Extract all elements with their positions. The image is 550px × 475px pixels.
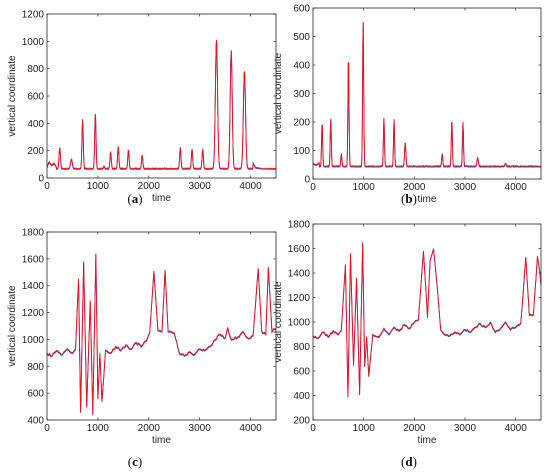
plot-frame — [46, 231, 277, 421]
x-tick-label: 1000 — [87, 423, 110, 434]
y-tick-label: 300 — [293, 89, 310, 100]
series-line-red — [47, 39, 276, 170]
y-tick-label: 500 — [293, 32, 310, 43]
y-tick-label: 0 — [304, 175, 310, 186]
x-tick-label: 4000 — [239, 181, 262, 192]
y-axis-label: vertical coordinate — [7, 55, 18, 137]
y-tick-label: 0 — [38, 174, 44, 185]
panel-label: (b) — [401, 191, 417, 206]
series-line-red — [313, 21, 541, 167]
y-tick-label: 1200 — [22, 308, 45, 319]
y-tick-label: 600 — [293, 367, 310, 378]
series-line-blue — [313, 22, 541, 168]
y-tick-label: 600 — [293, 4, 310, 15]
y-tick-label: 1000 — [22, 335, 45, 346]
x-tick-label: 0 — [310, 423, 316, 434]
x-tick-label: 2000 — [138, 423, 161, 434]
x-tick-label: 0 — [44, 181, 50, 192]
y-tick-label: 1000 — [22, 37, 45, 48]
chart-panel-d: 0 1000 2000 3000 4000 200 400 600 800 1000 1200 140… — [273, 220, 542, 469]
x-tick-label: 1000 — [87, 181, 110, 192]
x-tick-label: 0 — [310, 182, 316, 193]
y-tick-label: 1800 — [22, 228, 45, 239]
x-tick-label: 1000 — [353, 182, 376, 193]
y-tick-label: 1400 — [288, 269, 311, 280]
series-line-blue — [47, 40, 276, 170]
chart-panel-a: 0 1000 2000 3000 4000 0 200 400 600 800 1000 1200 ti… — [7, 10, 277, 206]
x-tick-label: 2000 — [403, 423, 426, 434]
x-tick-label: 4000 — [239, 423, 262, 434]
y-axis-label: vertical coordinate — [7, 285, 18, 367]
x-axis-label: time — [152, 193, 171, 204]
y-tick-label: 600 — [27, 92, 44, 103]
x-tick-label: 1000 — [353, 423, 376, 434]
plot-frame — [312, 223, 542, 421]
y-tick-label: 200 — [293, 416, 310, 427]
chart-panel-b: 0 1000 2000 3000 4000 0 100 200 300 400 500 600 time… — [273, 4, 542, 206]
y-tick-label: 100 — [293, 146, 310, 157]
y-tick-label: 400 — [27, 119, 44, 130]
x-axis-label: time — [418, 435, 437, 446]
y-tick-label: 200 — [293, 118, 310, 129]
series-line-red — [313, 242, 541, 397]
x-tick-label: 3000 — [189, 423, 212, 434]
y-tick-label: 1200 — [22, 10, 45, 21]
x-tick-label: 3000 — [454, 182, 477, 193]
y-tick-label: 1600 — [22, 254, 45, 265]
y-tick-label: 400 — [293, 391, 310, 402]
x-tick-label: 2000 — [403, 182, 426, 193]
x-tick-label: 2000 — [138, 181, 161, 192]
y-tick-label: 1400 — [22, 281, 45, 292]
x-tick-label: 0 — [44, 423, 50, 434]
y-tick-label: 1800 — [288, 220, 311, 231]
y-tick-label: 400 — [293, 61, 310, 72]
y-axis-label: vertical coordinate — [273, 52, 284, 134]
y-tick-label: 1200 — [288, 293, 311, 304]
y-tick-label: 800 — [27, 362, 44, 373]
y-axis-label: vertical coordinate — [273, 281, 284, 363]
x-tick-label: 4000 — [505, 182, 528, 193]
y-tick-label: 400 — [27, 416, 44, 427]
x-axis-label: time — [152, 435, 171, 446]
y-tick-label: 200 — [27, 146, 44, 157]
y-tick-label: 800 — [27, 64, 44, 75]
x-axis-label: time — [418, 194, 437, 205]
panel-label: (d) — [401, 454, 417, 469]
panel-label: (c) — [128, 454, 142, 469]
chart-panel-c: 0 1000 2000 3000 4000 400 600 800 1000 1200 1400 16… — [7, 228, 277, 469]
x-tick-label: 3000 — [454, 423, 477, 434]
x-tick-label: 4000 — [505, 423, 528, 434]
series-line-red — [47, 253, 276, 415]
y-tick-label: 800 — [293, 342, 310, 353]
x-tick-label: 3000 — [189, 181, 212, 192]
y-tick-label: 1600 — [288, 244, 311, 255]
panel-label: (a) — [127, 191, 142, 206]
y-tick-label: 1000 — [288, 318, 311, 329]
y-tick-label: 600 — [27, 389, 44, 400]
